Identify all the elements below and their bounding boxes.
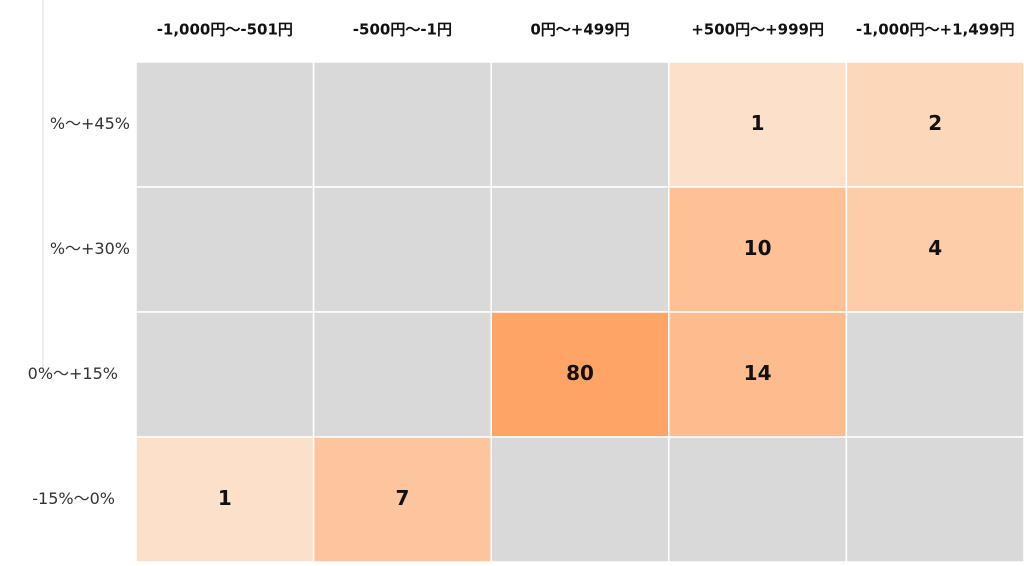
cell — [312, 61, 492, 188]
cell — [490, 436, 670, 563]
cell — [845, 436, 1024, 563]
cell-value: 2 — [928, 111, 942, 135]
cell — [845, 61, 1024, 188]
cell-value: 14 — [744, 361, 772, 385]
cell — [490, 186, 670, 313]
cell — [135, 61, 315, 188]
cell-value: 1 — [751, 111, 765, 135]
column-label: +500円～+999円 — [691, 21, 824, 39]
row-label: %～+30% — [50, 239, 130, 258]
cell — [845, 311, 1024, 438]
row-label: -15%～0% — [32, 489, 115, 508]
cell-value: 10 — [744, 236, 772, 260]
cell — [312, 311, 492, 438]
cell-value: 7 — [395, 486, 409, 510]
cell — [490, 61, 670, 188]
row-label: 0%～+15% — [28, 364, 118, 383]
cell — [668, 436, 848, 563]
cell-value: 80 — [566, 361, 594, 385]
cell — [312, 436, 492, 563]
cell — [312, 186, 492, 313]
column-label: 0円～+499円 — [530, 21, 629, 39]
cell — [135, 436, 315, 563]
cell-value: 4 — [928, 236, 942, 260]
cell — [135, 186, 315, 313]
column-label: -500円～-1円 — [353, 21, 452, 39]
cell-value: 1 — [218, 486, 232, 510]
column-label: -1,000円～-501円 — [157, 21, 293, 39]
cell — [135, 311, 315, 438]
row-label: %～+45% — [50, 114, 130, 133]
column-label: -1,000円～+1,499円 — [856, 21, 1015, 39]
